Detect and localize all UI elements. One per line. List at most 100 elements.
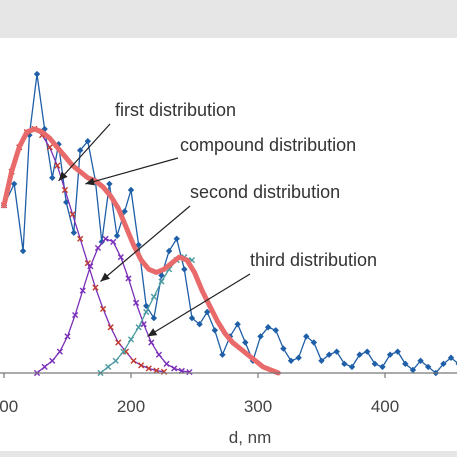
data-point [150, 314, 158, 322]
data-point [165, 247, 173, 255]
data-point [113, 232, 121, 239]
series-measured [0, 70, 457, 377]
data-point [348, 363, 356, 371]
annotation: first distribution [58, 100, 236, 182]
data-point [171, 365, 178, 372]
data-point [72, 311, 79, 319]
data-point [84, 138, 92, 145]
data-point [272, 327, 279, 334]
data-point [132, 299, 140, 306]
data-point [99, 305, 107, 313]
data-point [280, 345, 287, 352]
data-point [41, 363, 48, 370]
data-point [77, 235, 84, 242]
data-point [394, 348, 401, 355]
annotation-arrowhead [85, 177, 96, 186]
data-point [70, 229, 78, 236]
annotation: compound distribution [85, 135, 356, 186]
data-point [49, 357, 56, 364]
data-point [127, 186, 135, 194]
x-tick-label: 300 [244, 397, 272, 416]
data-point [77, 147, 84, 154]
series-line [100, 256, 193, 374]
data-point [19, 247, 27, 255]
data-point [117, 254, 124, 261]
data-point [371, 360, 379, 368]
data-point [140, 321, 147, 328]
data-point [105, 363, 112, 370]
series-third-distribution [97, 254, 196, 377]
data-point [121, 208, 128, 215]
data-point [153, 367, 160, 374]
data-point [41, 125, 48, 133]
data-point [163, 360, 170, 367]
data-point [56, 348, 63, 355]
data-point [204, 308, 211, 316]
data-point [158, 278, 165, 285]
data-point [364, 348, 371, 355]
data-point [325, 351, 333, 358]
data-point [181, 266, 188, 273]
data-point [54, 162, 61, 169]
x-axis-title: d, nm [229, 428, 272, 447]
annotation-label: first distribution [115, 100, 236, 120]
x-tick-label: 400 [371, 397, 399, 416]
data-point [148, 339, 155, 346]
data-point [341, 360, 348, 368]
data-point [264, 324, 272, 331]
annotation-arrowhead [58, 171, 68, 181]
data-point [379, 363, 386, 371]
data-point [155, 351, 163, 358]
annotation-arrowhead [100, 272, 110, 282]
data-point [303, 333, 310, 340]
annotation-label: second distribution [190, 182, 340, 202]
data-point [186, 368, 193, 376]
data-point [257, 333, 264, 340]
data-point [211, 327, 219, 334]
data-point [138, 362, 145, 369]
data-point [196, 321, 203, 328]
data-point [295, 354, 302, 361]
data-point [234, 321, 241, 328]
data-point [447, 354, 455, 361]
data-point [356, 351, 363, 358]
data-point [127, 336, 135, 343]
data-point [61, 186, 69, 194]
data-point [87, 263, 94, 270]
data-point [125, 275, 132, 282]
data-point [440, 360, 447, 368]
data-point [10, 180, 18, 188]
data-point [242, 339, 249, 346]
axis-layer: 100 200 300 400 [0, 372, 457, 416]
data-point [120, 348, 127, 355]
annotation-layer: first distribution compound distribution s… [58, 100, 377, 337]
data-point [69, 211, 76, 218]
data-point [130, 357, 137, 364]
data-point [106, 180, 113, 188]
data-point [49, 174, 56, 181]
series-line [1, 126, 281, 376]
annotation-arrow [58, 123, 111, 182]
data-point [287, 357, 295, 364]
annotation: third distribution [147, 250, 377, 337]
data-point [26, 131, 33, 139]
data-point [333, 348, 340, 355]
data-point [219, 351, 226, 358]
data-point [310, 339, 318, 346]
data-point [94, 244, 102, 252]
x-tick-label: 100 [0, 397, 18, 416]
data-point [92, 284, 99, 291]
data-point [173, 235, 180, 242]
data-point [150, 293, 157, 300]
annotation-label: compound distribution [180, 135, 356, 155]
series-first-distribution [0, 125, 168, 375]
plot-panel [0, 38, 457, 451]
data-point [135, 324, 142, 331]
data-point [110, 238, 117, 245]
data-point [145, 365, 152, 372]
data-point [33, 70, 41, 78]
data-point [409, 366, 417, 374]
annotation: second distribution [100, 182, 340, 282]
data-point [46, 144, 53, 151]
